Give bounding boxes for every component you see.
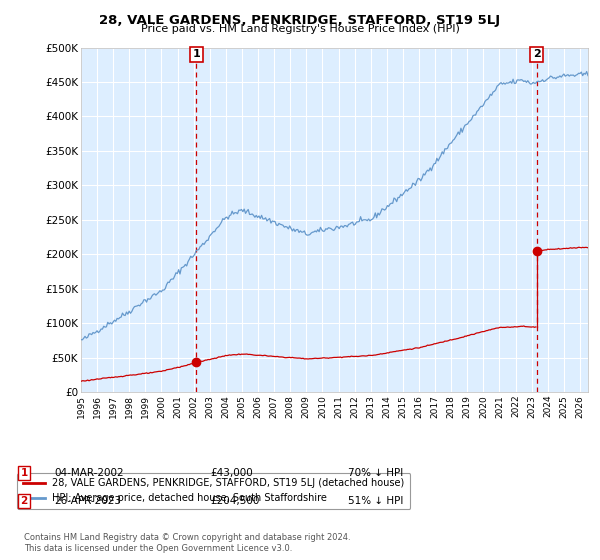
Text: £204,500: £204,500 [210,496,259,506]
Text: Contains HM Land Registry data © Crown copyright and database right 2024.
This d: Contains HM Land Registry data © Crown c… [24,533,350,553]
Text: £43,000: £43,000 [210,468,253,478]
Text: 04-MAR-2002: 04-MAR-2002 [54,468,124,478]
Text: 28, VALE GARDENS, PENKRIDGE, STAFFORD, ST19 5LJ: 28, VALE GARDENS, PENKRIDGE, STAFFORD, S… [100,14,500,27]
Text: 70% ↓ HPI: 70% ↓ HPI [348,468,403,478]
Legend: 28, VALE GARDENS, PENKRIDGE, STAFFORD, ST19 5LJ (detached house), HPI: Average p: 28, VALE GARDENS, PENKRIDGE, STAFFORD, S… [17,473,410,509]
Text: 1: 1 [20,468,28,478]
Text: 26-APR-2023: 26-APR-2023 [54,496,121,506]
Text: 2: 2 [20,496,28,506]
Text: Price paid vs. HM Land Registry's House Price Index (HPI): Price paid vs. HM Land Registry's House … [140,24,460,34]
Text: 51% ↓ HPI: 51% ↓ HPI [348,496,403,506]
Text: 2: 2 [533,49,541,59]
Text: 1: 1 [193,49,200,59]
